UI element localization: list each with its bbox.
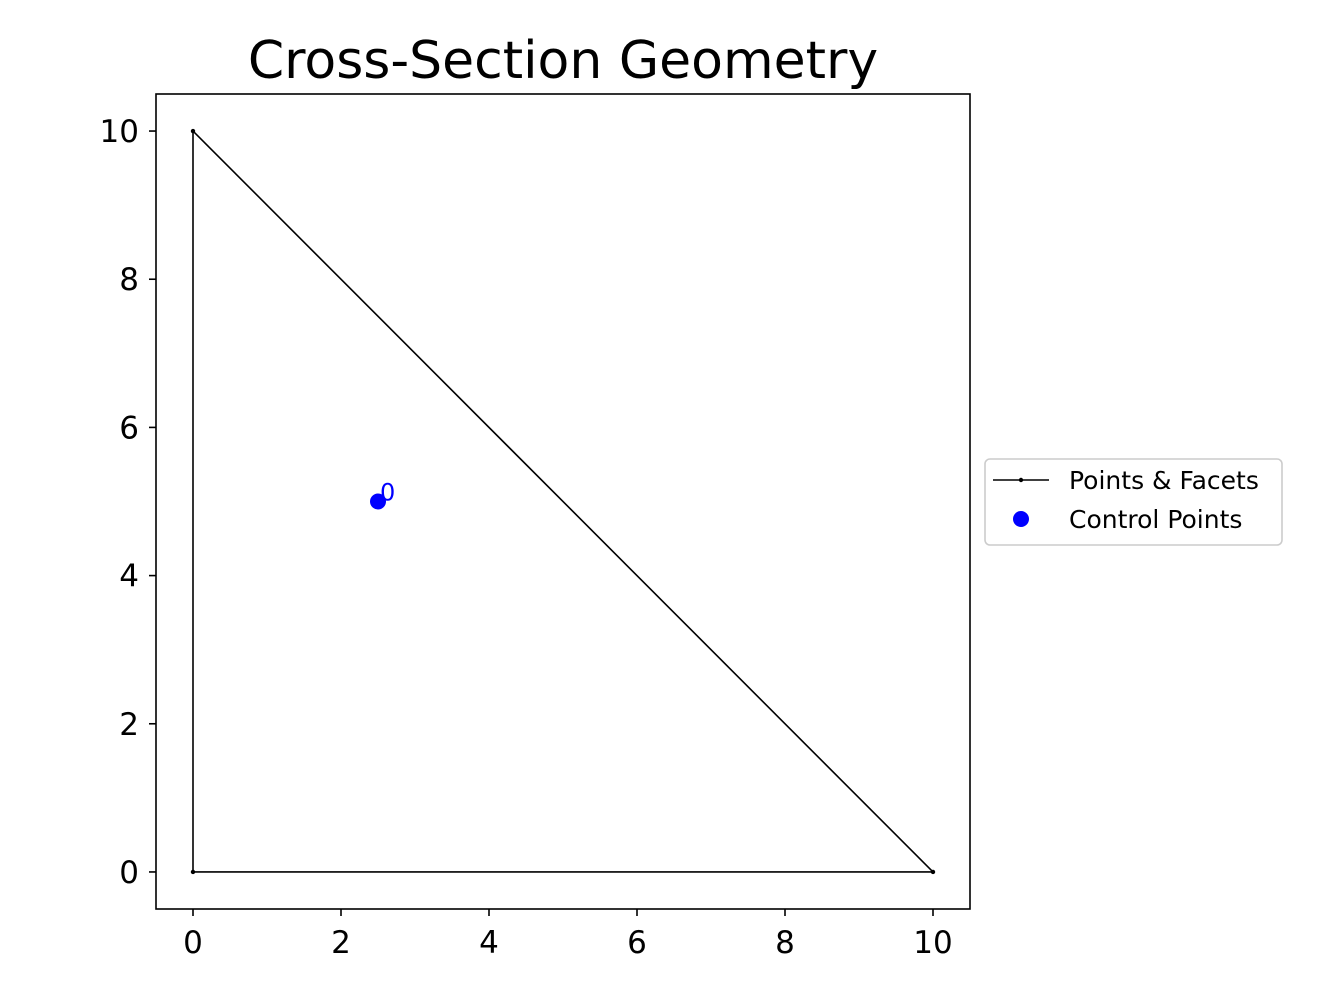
control-point [370,493,386,510]
geometry-point [190,128,196,134]
legend-dot-marker [1013,511,1029,527]
x-tick-label: 2 [331,925,351,961]
legend: Points & Facets Control Points [984,458,1283,546]
y-tick-label: 0 [119,855,139,891]
series-layer: 0 [190,128,936,875]
y-tick-label: 2 [119,707,139,743]
legend-point-marker [1018,477,1024,483]
legend-box [984,458,1283,546]
y-tick-label: 8 [119,262,139,298]
y-tick-label: 4 [119,559,139,595]
x-axis: 0 2 4 6 8 10 [183,909,953,961]
geometry-point [930,869,936,875]
x-tick-label: 6 [627,925,647,961]
legend-label: Points & Facets [1069,466,1259,495]
y-tick-label: 10 [100,114,139,150]
y-axis: 0 2 4 6 8 10 [100,114,156,891]
x-tick-label: 0 [183,925,203,961]
x-tick-label: 4 [479,925,499,961]
x-tick-label: 10 [913,925,952,961]
chart-title: Cross-Section Geometry [248,31,878,91]
y-tick-label: 6 [119,410,139,446]
legend-label: Control Points [1069,505,1242,534]
geometry-point [190,869,196,875]
control-point-label: 0 [380,479,395,507]
facet-line [192,130,934,873]
x-tick-label: 8 [775,925,795,961]
